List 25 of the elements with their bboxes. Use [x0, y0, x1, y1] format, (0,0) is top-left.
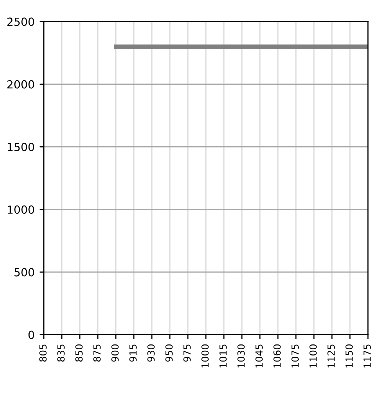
- x-tick-label: 1150: [346, 344, 354, 368]
- y-tick-label: 500: [14, 268, 34, 277]
- y-tick-label: 1000: [8, 206, 34, 214]
- x-tick-label: 850: [76, 344, 83, 362]
- x-tick-label: 1030: [238, 344, 245, 368]
- y-tick-label: 0: [28, 330, 34, 340]
- x-tick-label: 1045: [256, 344, 263, 368]
- x-tick-label: 875: [94, 344, 101, 362]
- x-tick-label: 915: [130, 344, 137, 362]
- x-tick-label: 950: [166, 344, 173, 362]
- x-tick-label: 805: [40, 344, 47, 362]
- y-tick-label: 2000: [8, 80, 34, 89]
- x-tick-label: 1000: [202, 344, 209, 368]
- x-tick-label: 1125: [328, 344, 336, 368]
- x-tick-label: 975: [184, 344, 191, 362]
- x-tick-label: 1015: [220, 344, 227, 368]
- y-tick-label: 2500: [8, 18, 34, 26]
- x-tick-label: 1100: [310, 344, 318, 368]
- x-tick-label: 1075: [292, 344, 300, 368]
- y-tick-label: 1500: [8, 143, 34, 152]
- x-tick-label: 835: [58, 344, 65, 362]
- x-tick-label: 930: [148, 344, 155, 362]
- x-tick-label: 1060: [274, 344, 281, 368]
- x-tick-label: 1175: [364, 344, 372, 368]
- x-tick-label: 900: [112, 344, 119, 362]
